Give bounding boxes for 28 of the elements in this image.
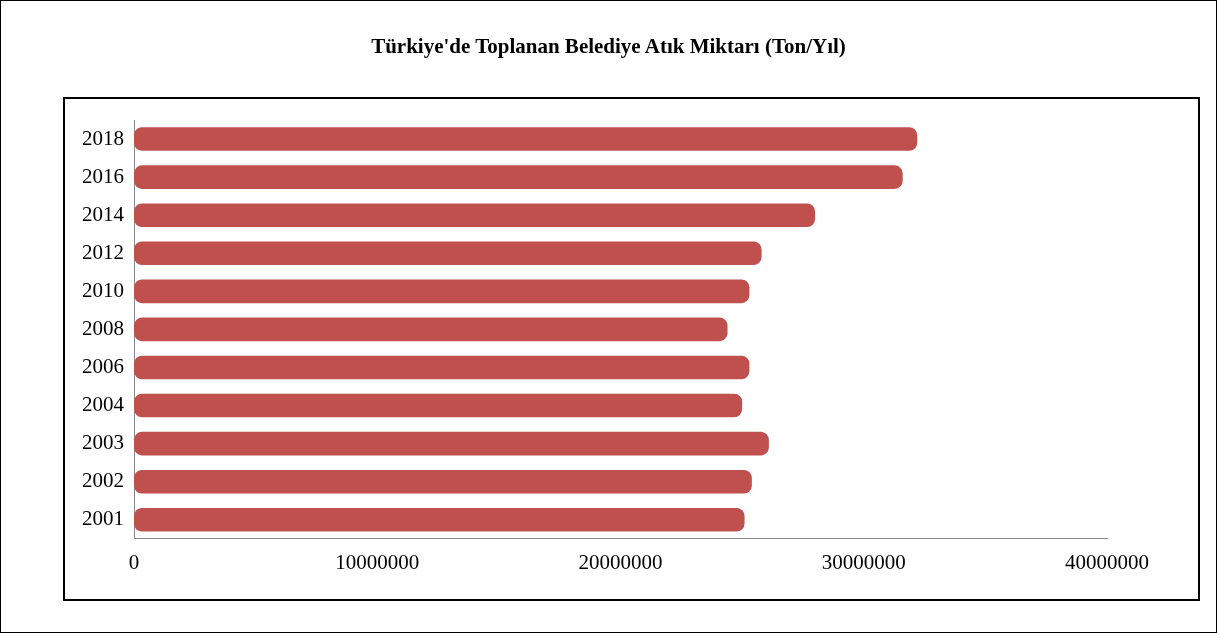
- x-tick-label: 0: [128, 549, 140, 574]
- y-tick-label: 2014: [82, 201, 125, 226]
- bar: [134, 165, 903, 189]
- x-tick-label: 30000000: [821, 549, 906, 574]
- chart-title: Türkiye'de Toplanan Belediye Atık Miktarı (Ton/Yıl): [370, 34, 847, 59]
- bar: [134, 317, 728, 342]
- bar: [134, 241, 762, 266]
- bar: [134, 393, 743, 418]
- y-tick-label: 2006: [82, 353, 124, 378]
- y-tick-label: 2004: [82, 392, 125, 417]
- y-tick-label: 2008: [82, 315, 124, 340]
- bar: [134, 127, 918, 151]
- x-tick-label: 20000000: [578, 549, 663, 574]
- bar: [134, 203, 816, 227]
- bar: [134, 507, 745, 532]
- bar: [134, 431, 769, 456]
- x-tick-label: 10000000: [335, 549, 420, 574]
- bar: [134, 279, 750, 304]
- y-tick-label: 2002: [82, 468, 124, 493]
- y-tick-label: 2003: [82, 430, 124, 455]
- y-tick-label: 2001: [82, 506, 124, 531]
- y-tick-label: 2012: [82, 239, 124, 264]
- y-tick-label: 2016: [82, 163, 124, 188]
- x-tick-label: 40000000: [1065, 549, 1149, 574]
- bar: [134, 469, 752, 494]
- bar: [134, 355, 750, 380]
- y-tick-label: 2010: [82, 277, 124, 302]
- y-tick-label: 2018: [82, 125, 124, 150]
